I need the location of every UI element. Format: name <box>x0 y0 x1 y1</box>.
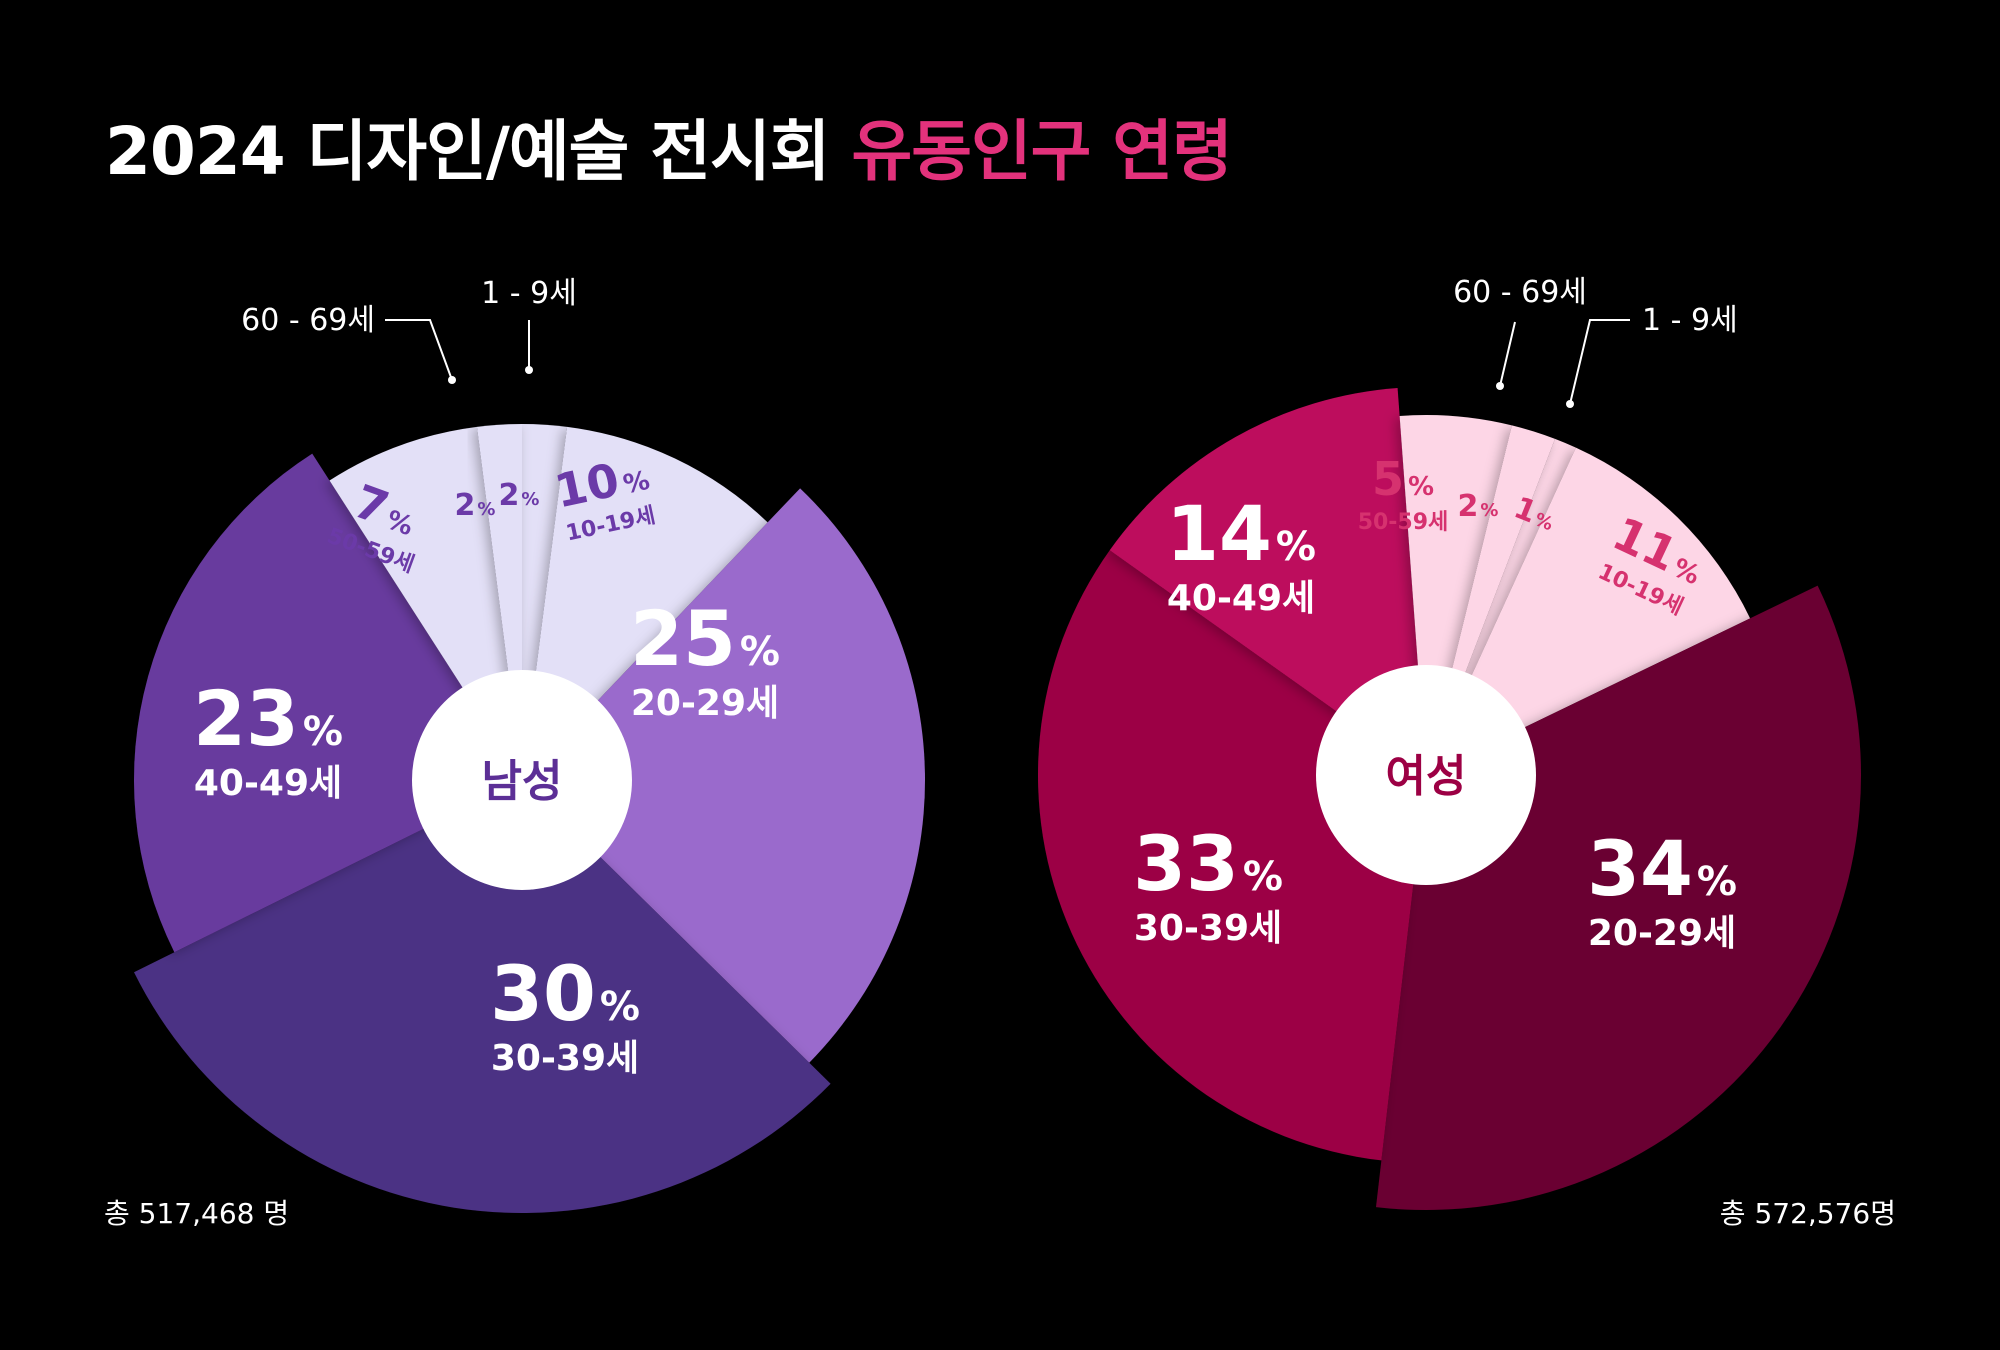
callout-line <box>1569 319 1630 405</box>
callout-dot <box>1496 382 1504 390</box>
pie-slice-30-39세 <box>134 780 831 1214</box>
title-main: 2024 디자인/예술 전시회 <box>105 113 852 190</box>
center-circle <box>1316 665 1536 885</box>
callout-label: 1 - 9세 <box>481 276 577 311</box>
female-total: 총 572,576명 <box>1719 1197 1896 1230</box>
callout-line <box>385 319 453 381</box>
slice-value-label: 2% <box>455 488 496 523</box>
slice-age-label: 30-39세 <box>491 1038 639 1079</box>
slice-value-label: 2% <box>499 478 540 513</box>
slice-age-label: 40-49세 <box>1167 578 1315 619</box>
slice-age-label: 40-49세 <box>194 763 342 804</box>
pie-slice-40-49세 <box>1109 388 1426 775</box>
slice-age-label: 20-29세 <box>631 683 779 724</box>
slice-age-label: 20-29세 <box>1588 913 1736 954</box>
callout-label: 60 - 69세 <box>1453 275 1587 310</box>
callout-label: 1 - 9세 <box>1642 303 1738 338</box>
callout-dot <box>525 366 533 374</box>
male-total: 총 517,468 명 <box>104 1197 290 1230</box>
slice-value-label: 5% <box>1372 452 1434 506</box>
callout-dot <box>448 376 456 384</box>
callout-line <box>1499 321 1516 387</box>
center-label: 여성 <box>1386 751 1467 802</box>
center-circle <box>412 670 632 890</box>
slice-age-label: 30-39세 <box>1134 908 1282 949</box>
pie-slice-20-29세 <box>522 488 925 1063</box>
title-accent: 유동인구 연령 <box>851 113 1233 190</box>
center-label: 남성 <box>482 756 563 807</box>
slice-age-label: 50-59세 <box>1358 510 1449 535</box>
pie-slice-30-39세 <box>1037 550 1426 1161</box>
page-title: 2024 디자인/예술 전시회 유동인구 연령 <box>105 98 1233 194</box>
callout-dot <box>1566 400 1574 408</box>
callout-label: 60 - 69세 <box>241 303 375 338</box>
slice-value-label: 14% <box>1166 489 1316 578</box>
pie-slice-10-19세 <box>1426 447 1751 775</box>
